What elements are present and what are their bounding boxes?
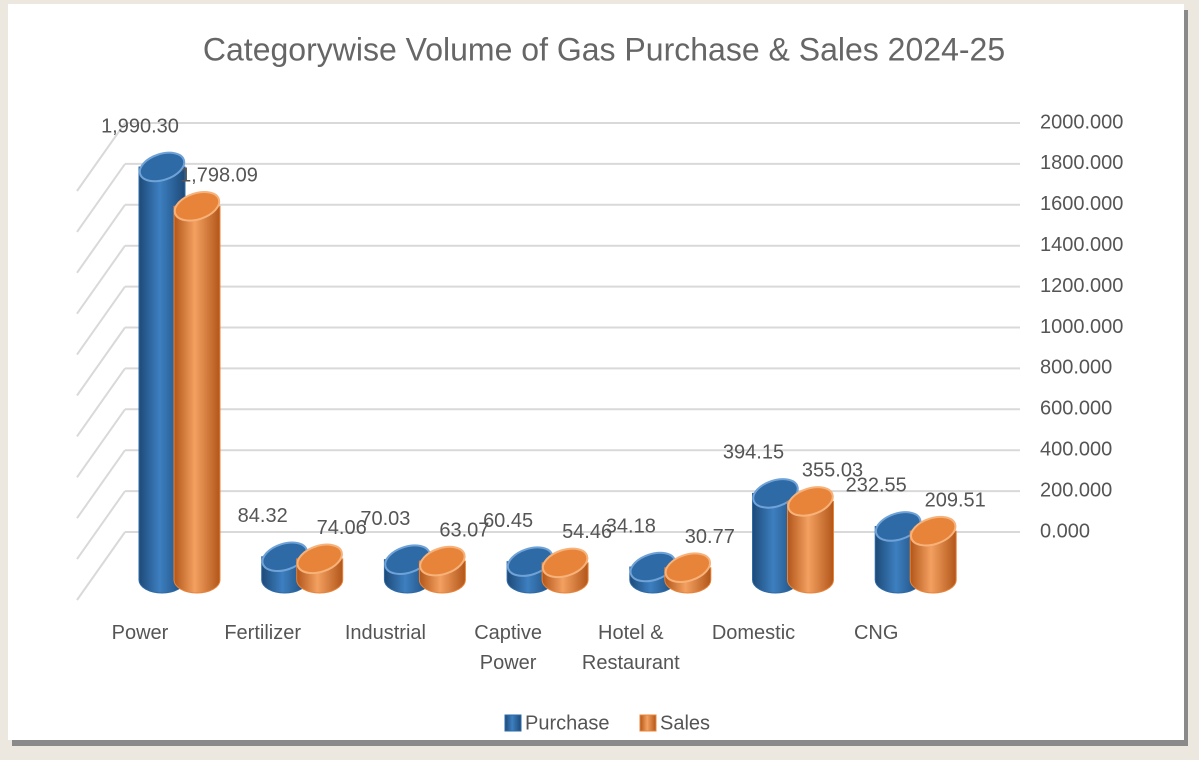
bar [909,515,957,594]
side-grid-line [76,531,126,601]
data-label: 1,798.09 [180,165,258,187]
y-tick-label: 800.000 [1040,357,1112,379]
bar-top [173,191,221,222]
bar-top [909,515,957,547]
bar-body [787,500,834,594]
bar-top [787,486,834,517]
bar [787,486,834,594]
bar [541,547,589,594]
data-label: 394.15 [723,442,784,464]
data-label: 209.51 [925,489,986,511]
bar-top [541,547,589,579]
side-grid-line [76,286,126,356]
data-label: 34.18 [606,515,656,537]
bar-top [874,511,922,542]
legend-label: Purchase [525,712,610,734]
y-tick-label: 1800.000 [1040,152,1123,174]
x-tick-label: CNG [853,622,899,644]
bar-top [296,543,343,575]
chart-title: Categorywise Volume of Gas Purchase & Sa… [203,31,1005,67]
side-grid-line [76,449,126,519]
data-label: 232.55 [846,475,907,497]
x-tick-label: Industrial [344,622,426,644]
bar [664,552,712,594]
bar-top [664,552,712,583]
x-tick-label: Power [111,622,169,644]
bar-top [138,151,186,183]
y-tick-label: 0.000 [1040,520,1090,542]
legend-swatch [504,714,522,732]
side-grid-line [76,408,126,478]
bar [173,191,221,594]
y-tick-label: 2000.000 [1040,111,1123,133]
bar [296,543,344,594]
data-label: 54.46 [562,521,612,543]
side-grid-line [76,367,126,437]
bar [418,545,466,594]
side-grid-line [76,163,126,233]
side-grid-line [76,490,126,560]
y-tick-label: 600.000 [1040,398,1112,420]
x-tick-label: Captive Power [474,622,542,674]
data-label: 74.06 [317,517,367,539]
x-tick-label: Hotel & Restaurant [581,622,680,674]
x-tick-label: Domestic [711,622,796,644]
data-label: 355.03 [802,460,863,482]
side-grid-line [76,204,126,274]
side-grid-line [76,245,126,315]
legend-label: Sales [660,712,710,734]
bar-top [752,478,799,509]
y-tick-label: 1600.000 [1040,193,1123,215]
data-label: 63.07 [439,519,489,541]
data-label: 84.32 [238,505,288,527]
data-label: 30.77 [685,526,735,548]
y-tick-label: 1000.000 [1040,316,1123,338]
y-tick-label: 1200.000 [1040,275,1123,297]
data-label: 70.03 [360,508,410,530]
data-label: 60.45 [483,510,533,532]
legend-swatch [639,714,657,732]
y-tick-label: 1400.000 [1040,234,1123,256]
x-tick-label: Fertilizer [224,622,302,644]
side-grid-line [76,326,126,397]
bar-top [419,545,466,577]
bar-body [909,530,957,594]
y-tick-label: 200.000 [1040,479,1112,501]
bar-body [173,205,221,594]
side-grid-line [76,122,126,192]
y-tick-label: 400.000 [1040,438,1112,460]
data-label: 1,990.30 [101,115,179,137]
